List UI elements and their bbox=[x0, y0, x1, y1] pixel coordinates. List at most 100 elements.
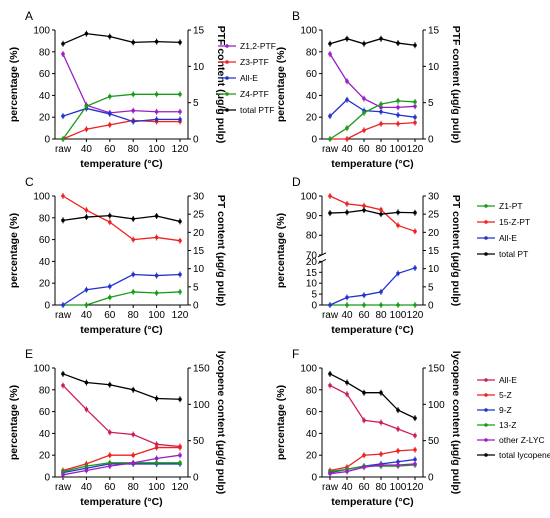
data-point bbox=[108, 295, 112, 300]
right-tick-label: 10 bbox=[193, 264, 205, 275]
data-point bbox=[396, 271, 400, 276]
data-point bbox=[379, 121, 383, 126]
panel-letter: E bbox=[25, 347, 33, 361]
panel-letter: A bbox=[25, 9, 33, 23]
data-point bbox=[345, 137, 349, 141]
x-tick-label: 60 bbox=[358, 144, 370, 155]
legend-label: total PT bbox=[499, 249, 528, 259]
left-tick-label: 60 bbox=[39, 69, 51, 80]
series-line bbox=[329, 449, 416, 472]
data-point bbox=[84, 104, 89, 109]
data-point bbox=[362, 293, 366, 297]
left-tick-label: 0 bbox=[44, 301, 50, 312]
left-tick-label: 0 bbox=[44, 135, 50, 146]
x-tick-label: 120 bbox=[407, 482, 424, 493]
data-point bbox=[328, 303, 332, 307]
x-tick-label: 60 bbox=[358, 482, 370, 493]
series-line bbox=[329, 373, 416, 419]
data-point bbox=[328, 52, 332, 56]
right-tick-label: 10 bbox=[428, 264, 440, 275]
data-point bbox=[379, 463, 383, 467]
legend-marker bbox=[484, 408, 488, 412]
data-point bbox=[84, 287, 89, 292]
data-point bbox=[108, 284, 112, 289]
x-tick-label: 40 bbox=[341, 144, 353, 155]
right-tick-label: 15 bbox=[193, 246, 205, 257]
panel-c: C 0 20 40 60 80 100 0 5 10 15 20 25 30 raw 40 60 80 100 120… bbox=[8, 175, 227, 336]
left-tick-label: 40 bbox=[306, 429, 318, 440]
data-point bbox=[108, 461, 112, 465]
data-point bbox=[108, 213, 112, 218]
series-line bbox=[329, 53, 416, 109]
x-tick-label: 40 bbox=[341, 482, 353, 493]
left-tick-label: 0 bbox=[311, 473, 317, 484]
data-point bbox=[328, 372, 332, 376]
data-point bbox=[84, 407, 89, 412]
legend-label: 15-Z-PT bbox=[499, 217, 530, 227]
data-point bbox=[131, 237, 135, 242]
data-point bbox=[413, 120, 417, 125]
left-tick-label: 40 bbox=[39, 257, 51, 268]
data-point bbox=[131, 388, 135, 392]
x-tick-label: raw bbox=[55, 482, 72, 493]
data-point bbox=[61, 372, 65, 376]
series-line bbox=[62, 32, 181, 45]
right-tick-label: 30 bbox=[428, 192, 440, 203]
data-point bbox=[108, 453, 112, 458]
data-point bbox=[178, 445, 182, 450]
right-axis-label: PTF content (μg/g pulp) bbox=[215, 26, 227, 144]
x-axis-label: temperature (°C) bbox=[331, 324, 413, 336]
left-tick-label: 80 bbox=[39, 47, 51, 58]
data-point bbox=[396, 408, 400, 412]
legend-label: other Z-LYC bbox=[499, 435, 545, 445]
data-point bbox=[413, 229, 417, 234]
right-tick-label: 30 bbox=[193, 192, 205, 203]
legend-marker bbox=[484, 236, 488, 240]
data-point bbox=[413, 104, 417, 109]
data-point bbox=[379, 452, 383, 456]
right-tick-label: 25 bbox=[428, 210, 440, 221]
data-point bbox=[362, 96, 366, 101]
data-point bbox=[362, 208, 366, 212]
data-point bbox=[108, 430, 112, 435]
right-tick-label: 0 bbox=[428, 301, 434, 312]
data-point bbox=[84, 215, 89, 219]
data-point bbox=[413, 457, 417, 462]
data-point bbox=[396, 449, 400, 453]
data-point bbox=[328, 211, 332, 215]
data-point bbox=[379, 420, 383, 425]
right-tick-label: 20 bbox=[428, 228, 440, 239]
legend-label: All-E bbox=[499, 375, 517, 385]
legend-marker bbox=[225, 92, 229, 96]
right-tick-label: 0 bbox=[193, 135, 199, 146]
data-point bbox=[345, 36, 349, 41]
data-point bbox=[396, 121, 400, 126]
right-tick-label: 5 bbox=[428, 282, 434, 293]
right-axis-label: PTF content (μg/g pulp) bbox=[450, 26, 462, 144]
right-tick-label: 15 bbox=[193, 26, 205, 37]
x-tick-label: 80 bbox=[128, 310, 140, 321]
x-axis-label: temperature (°C) bbox=[80, 496, 162, 508]
x-tick-label: 80 bbox=[128, 482, 140, 493]
right-tick-label: 10 bbox=[428, 62, 440, 73]
x-tick-label: raw bbox=[322, 310, 339, 321]
right-axis-label: PT content (μg/g pulp) bbox=[215, 195, 227, 306]
left-tick-label: 20 bbox=[306, 451, 318, 462]
legend-label: total PTF bbox=[240, 105, 274, 115]
legend-marker bbox=[484, 252, 488, 256]
panel-letter: D bbox=[292, 175, 301, 189]
data-point bbox=[108, 94, 112, 99]
data-point bbox=[178, 461, 182, 465]
left-tick-label: 100 bbox=[33, 192, 50, 203]
data-point bbox=[413, 433, 417, 438]
left-axis-label: percentage (%) bbox=[8, 213, 20, 288]
data-point bbox=[413, 303, 417, 307]
series-line bbox=[329, 463, 416, 475]
series-line bbox=[329, 98, 416, 118]
left-tick-label: 5 bbox=[311, 290, 317, 301]
left-tick-label: 0 bbox=[311, 301, 317, 312]
series-line bbox=[62, 119, 180, 140]
x-tick-label: raw bbox=[55, 310, 72, 321]
right-tick-label: 0 bbox=[428, 473, 434, 484]
x-tick-label: 100 bbox=[390, 482, 407, 493]
